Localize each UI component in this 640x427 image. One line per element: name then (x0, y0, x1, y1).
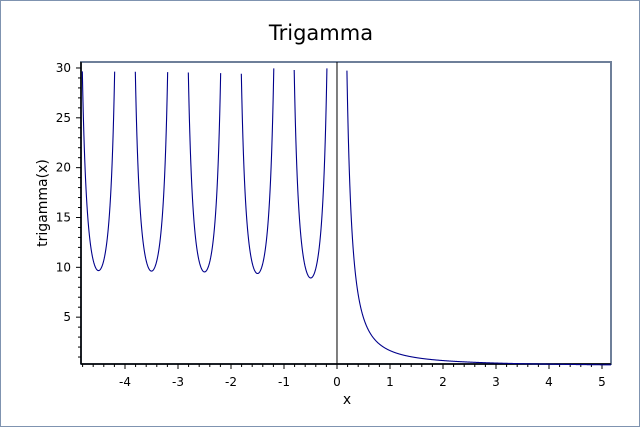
y-tick-label: 25 (56, 111, 71, 125)
x-tick-label: -4 (119, 375, 131, 389)
y-tick-label: 10 (56, 260, 71, 274)
y-tick-label: 5 (63, 310, 71, 324)
y-tick-label: 15 (56, 210, 71, 224)
x-tick-label: -3 (172, 375, 184, 389)
x-tick-label: 1 (386, 375, 394, 389)
trigamma-curve-segment (134, 71, 169, 272)
x-tick-label: 3 (492, 375, 500, 389)
chart-title: Trigamma (268, 21, 374, 45)
trigamma-curve-segment (346, 70, 611, 366)
x-tick-label: 4 (545, 375, 553, 389)
x-tick-label: -1 (278, 375, 290, 389)
trigamma-curve-segment (240, 68, 275, 275)
y-tick-label: 20 (56, 161, 71, 175)
x-tick-label: 0 (333, 375, 341, 389)
y-tick-label: 30 (56, 61, 71, 75)
plot-frame (80, 61, 612, 365)
x-tick-label: 2 (439, 375, 447, 389)
x-axis-label: x (343, 392, 351, 408)
x-tick-label: 5 (598, 375, 606, 389)
x-tick-label: -2 (225, 375, 237, 389)
trigamma-curve-segment (81, 71, 116, 272)
y-axis-label: trigamma(x) (35, 159, 51, 247)
trigamma-curve-segment (293, 68, 328, 279)
trigamma-curve-segment (187, 72, 222, 273)
